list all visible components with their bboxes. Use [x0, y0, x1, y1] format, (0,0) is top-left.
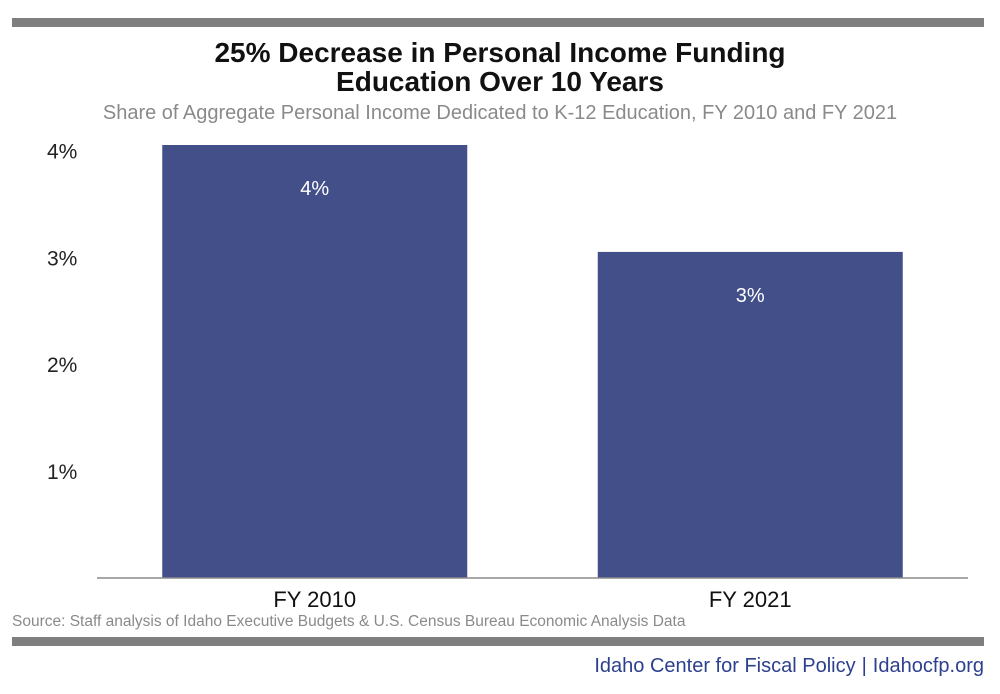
chart-subtitle: Share of Aggregate Personal Income Dedic… — [102, 102, 898, 124]
org-name: Idaho Center for Fiscal Policy — [594, 655, 856, 677]
title-line-1: 25% Decrease in Personal Income Funding — [214, 37, 786, 68]
website-link[interactable]: Idahocfp.org — [872, 655, 984, 677]
x-tick-label: FY 2010 — [273, 587, 356, 612]
bottom-rule — [12, 637, 984, 646]
bar — [162, 145, 468, 578]
title-line-2: Education Over 10 Years — [336, 66, 664, 97]
bar — [597, 251, 903, 578]
brand-footer: Idaho Center for Fiscal Policy | Idahocfp.… — [594, 655, 984, 678]
top-rule — [12, 18, 984, 27]
y-tick-label: 4% — [47, 140, 77, 163]
source-note: Source: Staff analysis of Idaho Executiv… — [12, 613, 686, 630]
y-tick-label: 1% — [47, 461, 77, 484]
brand-separator: | — [861, 655, 867, 677]
y-tick-label: 3% — [47, 247, 77, 270]
bar-data-label: 3% — [736, 285, 765, 307]
bar-data-label: 4% — [300, 178, 329, 200]
y-tick-label: 2% — [47, 354, 77, 377]
chart-title: 25% Decrease in Personal Income Funding … — [0, 38, 1000, 96]
x-tick-label: FY 2021 — [709, 587, 792, 612]
